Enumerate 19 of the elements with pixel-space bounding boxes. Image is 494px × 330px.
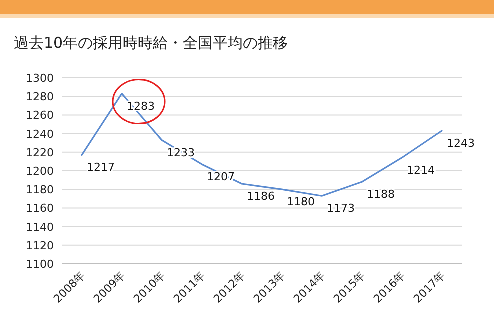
y-tick-label: 1240: [26, 128, 54, 141]
y-tick-label: 1300: [26, 72, 54, 85]
y-tick-label: 1180: [26, 184, 54, 197]
y-tick-label: 1260: [26, 109, 54, 122]
data-label: 1217: [87, 161, 115, 174]
data-label: 1173: [327, 202, 355, 216]
y-tick-label: 1160: [26, 202, 54, 216]
y-tick-label: 1100: [26, 258, 54, 271]
y-tick-label: 1140: [26, 220, 54, 234]
data-label: 1243: [447, 137, 475, 150]
y-tick-label: 1220: [26, 146, 54, 160]
data-label: 1186: [247, 190, 275, 204]
y-tick-label: 1280: [26, 90, 54, 104]
y-tick-label: 1120: [26, 239, 54, 252]
data-label: 1188: [367, 188, 395, 202]
data-label: 1180: [287, 196, 315, 209]
data-label: 1214: [407, 164, 435, 177]
chart-title: 過去10年の採用時時給・全国平均の推移: [14, 34, 288, 52]
y-tick-label: 1200: [26, 165, 54, 178]
